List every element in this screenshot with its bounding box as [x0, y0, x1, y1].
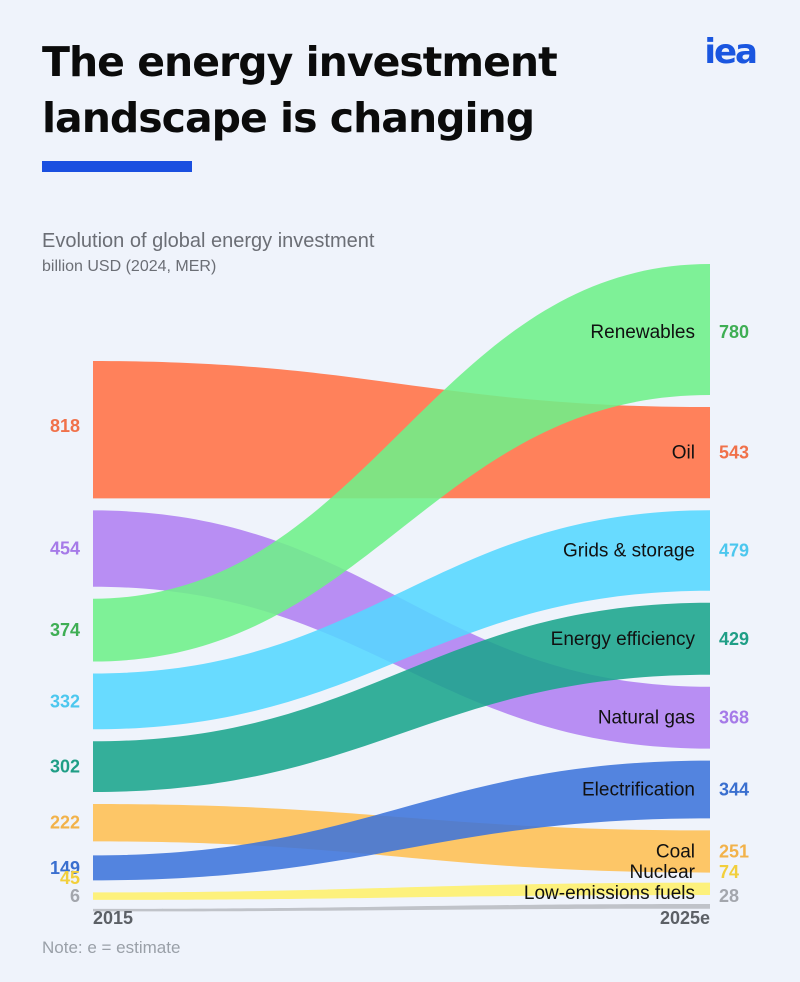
- chart-note: Note: e = estimate: [42, 938, 181, 957]
- band-renewables: [93, 264, 710, 662]
- value-2015-coal: 222: [50, 813, 80, 833]
- label-grids-and-storage: Grids & storage: [563, 541, 695, 562]
- value-2025-low-emissions-fuels: 28: [719, 886, 739, 906]
- value-2015-energy-efficiency: 302: [50, 757, 80, 777]
- value-2025-grids-and-storage: 479: [719, 541, 749, 561]
- label-electrification: Electrification: [582, 780, 695, 801]
- title-accent-bar: [42, 161, 192, 172]
- value-2025-oil: 543: [719, 443, 749, 463]
- x-label-2015: 2015: [93, 908, 133, 928]
- band-energy-efficiency: [93, 602, 710, 793]
- label-nuclear: Nuclear: [630, 862, 696, 883]
- iea-logo: iea: [704, 32, 758, 72]
- label-renewables: Renewables: [590, 322, 695, 343]
- band-grids-and-storage: [93, 510, 710, 730]
- value-2015-grids-and-storage: 332: [50, 691, 80, 711]
- chart-subtitle: Evolution of global energy investment: [42, 230, 375, 252]
- value-2015-nuclear: 45: [60, 868, 80, 888]
- label-oil: Oil: [672, 443, 695, 464]
- value-2025-natural-gas: 368: [719, 708, 749, 728]
- value-2015-low-emissions-fuels: 6: [70, 886, 80, 906]
- value-2015-electrification: 149: [50, 858, 80, 878]
- value-2025-renewables: 780: [719, 322, 749, 342]
- band-nuclear: [93, 882, 710, 900]
- value-2025-nuclear: 74: [719, 862, 739, 882]
- band-electrification: [93, 760, 710, 881]
- chart-unit: billion USD (2024, MER): [42, 258, 217, 275]
- label-natural-gas: Natural gas: [598, 708, 695, 729]
- band-low-emissions-fuels: [93, 904, 710, 912]
- value-2015-natural-gas: 454: [50, 539, 80, 559]
- value-2025-coal: 251: [719, 842, 749, 862]
- label-energy-efficiency: Energy efficiency: [551, 629, 696, 650]
- label-low-emissions-fuels: Low-emissions fuels: [524, 883, 695, 904]
- band-oil: [93, 361, 710, 499]
- label-coal: Coal: [656, 842, 695, 863]
- value-2025-energy-efficiency: 429: [719, 629, 749, 649]
- page-title: The energy investment landscape is chang…: [42, 38, 558, 142]
- value-2015-oil: 818: [50, 416, 80, 436]
- value-2025-electrification: 344: [719, 780, 749, 800]
- x-label-2025e: 2025e: [660, 908, 710, 928]
- value-2015-renewables: 374: [50, 620, 80, 640]
